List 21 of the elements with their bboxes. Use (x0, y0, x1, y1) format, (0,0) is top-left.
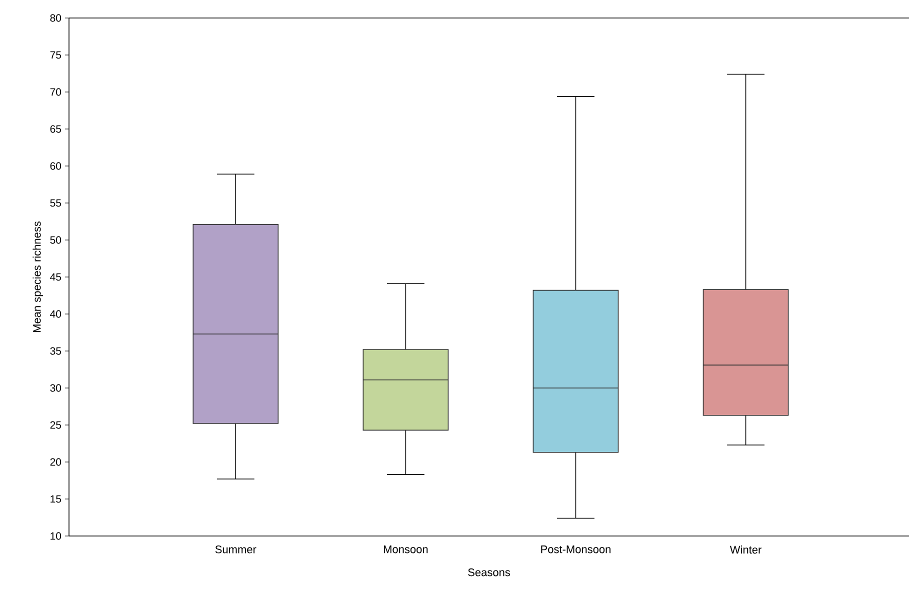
y-tick-label: 25 (50, 421, 62, 429)
y-tick-label: 40 (50, 310, 62, 318)
y-axis-title: Mean species richness (32, 221, 43, 332)
x-axis-title: Seasons (468, 568, 510, 576)
y-tick-label: 10 (50, 532, 62, 540)
y-tick-label: 45 (50, 273, 62, 281)
x-tick-label: Post-Monsoon (541, 546, 610, 554)
y-tick-label: 65 (50, 125, 62, 133)
y-tick-label: 30 (50, 384, 62, 392)
y-tick-label: 70 (50, 88, 62, 96)
y-tick-label: 55 (50, 199, 62, 207)
x-tick-label: Winter (730, 546, 762, 554)
y-tick-label: 50 (50, 236, 62, 244)
x-tick-label: Monsoon (384, 546, 428, 554)
y-tick-label: 75 (50, 51, 62, 59)
x-tick-label: Summer (215, 546, 256, 554)
y-tick-label: 60 (50, 162, 62, 170)
y-tick-label: 20 (50, 458, 62, 466)
y-tick-label: 35 (50, 347, 62, 355)
y-tick-label: 80 (50, 14, 62, 22)
y-tick-label: 15 (50, 495, 62, 503)
